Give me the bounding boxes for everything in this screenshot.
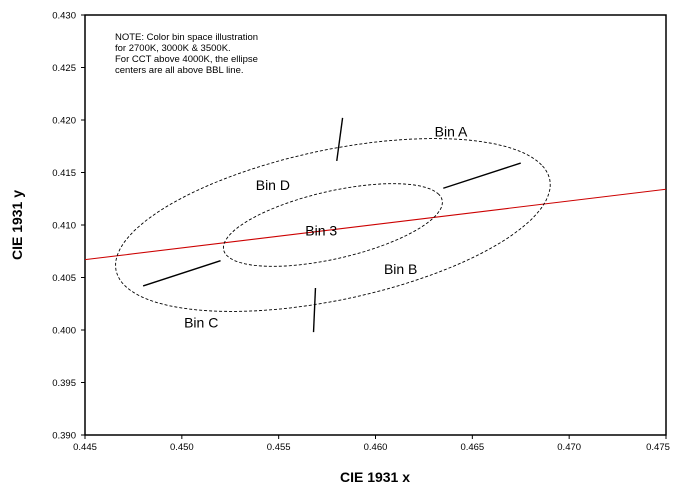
x-tick-label: 0.455 — [267, 442, 291, 453]
x-tick-label: 0.460 — [364, 442, 388, 453]
y-axis-ticks: 0.390 0.395 0.400 0.405 0.410 0.415 0.420 0.425… — [52, 11, 85, 442]
bin-label: Bin A — [435, 124, 468, 140]
y-tick-label: 0.425 — [52, 63, 76, 74]
bin-ellipse — [115, 138, 551, 312]
note-line-1: NOTE: Color bin space illustration — [115, 32, 258, 43]
y-axis-title: CIE 1931 y — [9, 190, 25, 260]
y-tick-label: 0.410 — [52, 221, 76, 232]
bin-divider — [142, 260, 221, 287]
note-line-3: For CCT above 4000K, the ellipse — [115, 54, 258, 65]
bin-ellipse — [222, 183, 443, 267]
y-tick-label: 0.420 — [52, 116, 76, 127]
bin-label: Bin C — [184, 315, 218, 331]
plot-area — [84, 14, 667, 436]
y-tick-label: 0.395 — [52, 378, 76, 389]
x-axis-ticks: 0.445 0.450 0.455 0.460 0.465 0.470 0.475 — [73, 435, 670, 453]
x-axis-title: CIE 1931 x — [340, 469, 410, 485]
bin-divider — [443, 162, 521, 189]
bin-label: Bin 3 — [305, 222, 337, 238]
y-tick-label: 0.430 — [52, 11, 76, 22]
x-tick-label: 0.465 — [460, 442, 484, 453]
bin-label: Bin B — [384, 261, 417, 277]
series-layer — [85, 117, 666, 333]
x-tick-label: 0.450 — [170, 442, 194, 453]
bin-label: Bin D — [256, 177, 290, 193]
y-tick-label: 0.405 — [52, 273, 76, 284]
note-line-4: centers are all above BBL line. — [115, 65, 244, 76]
x-tick-label: 0.475 — [646, 442, 670, 453]
bin-labels: Bin A Bin B Bin C Bin D Bin 3 — [184, 124, 468, 331]
y-tick-label: 0.400 — [52, 326, 76, 337]
x-tick-label: 0.445 — [73, 442, 97, 453]
x-tick-label: 0.470 — [557, 442, 581, 453]
bin-divider — [312, 287, 317, 333]
note-text: NOTE: Color bin space illustration for 2… — [115, 32, 261, 76]
y-tick-label: 0.415 — [52, 168, 76, 179]
bin-divider — [336, 117, 344, 162]
note-line-2: for 2700K, 3000K & 3500K. — [115, 43, 231, 54]
bbl-line — [85, 188, 666, 261]
y-tick-label: 0.390 — [52, 431, 76, 442]
